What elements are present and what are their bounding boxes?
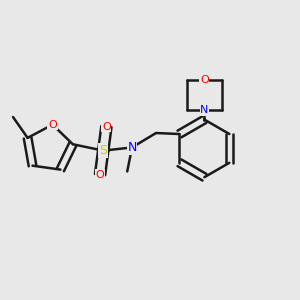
Text: S: S bbox=[99, 144, 107, 157]
Text: O: O bbox=[96, 169, 104, 180]
Text: N: N bbox=[127, 141, 137, 154]
Text: N: N bbox=[200, 105, 208, 115]
Text: O: O bbox=[102, 122, 111, 132]
Text: O: O bbox=[48, 120, 57, 130]
Text: O: O bbox=[200, 75, 209, 85]
